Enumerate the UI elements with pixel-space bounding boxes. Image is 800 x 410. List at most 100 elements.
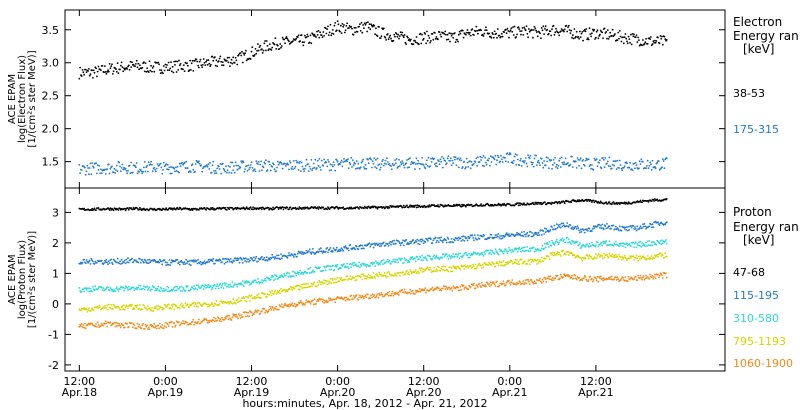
data-point [111,63,113,66]
data-point [98,165,101,167]
data-point [563,30,565,33]
data-point [310,42,313,45]
data-point [260,160,262,163]
data-point [520,258,523,261]
data-point [629,255,631,258]
data-point [461,235,463,238]
data-point [402,36,405,39]
data-point [418,162,420,165]
data-point [408,291,411,294]
data-point [434,37,437,40]
data-point [648,258,651,260]
data-point [587,158,590,161]
data-point [122,308,125,311]
data-point [311,271,313,273]
data-point [651,258,654,260]
data-point [242,52,245,55]
data-point [374,244,376,247]
data-point [174,285,177,288]
data-point [378,163,380,166]
data-point [541,29,544,32]
data-point [263,279,266,282]
data-point [476,266,478,268]
data-point [655,40,658,42]
data-point [398,294,400,296]
data-point [96,305,99,308]
data-point [280,161,282,164]
data-point [283,38,286,41]
data-point [422,259,424,262]
data-point [141,66,144,69]
data-point [287,304,290,306]
data-point [145,166,148,169]
data-point [344,278,347,281]
data-point [176,285,179,288]
data-point [206,164,208,167]
data-point [584,246,587,248]
data-point [164,321,167,324]
data-point [406,259,408,262]
data-point [344,29,347,32]
data-point [149,289,152,292]
data-point [501,237,504,240]
data-point [322,298,325,301]
data-point [94,325,97,328]
data-point [157,305,160,307]
data-point [255,160,258,163]
data-point [131,322,133,324]
data-point [431,258,434,260]
data-point [575,225,577,228]
data-point [606,37,608,40]
data-point [368,276,371,279]
data-point [330,268,333,271]
data-point [284,165,287,167]
data-point [338,250,341,253]
data-point [363,167,366,170]
data-point [129,172,132,175]
data-point [233,313,236,316]
data-point [390,292,393,295]
data-point [327,265,330,267]
data-point [184,302,187,305]
data-point [390,168,393,171]
data-point [351,166,353,168]
data-point [351,262,354,264]
data-point [130,207,133,209]
data-point [352,264,355,267]
data-point [602,37,604,39]
data-point [574,257,576,259]
data-point [472,237,474,239]
data-point [83,207,85,210]
data-point [265,40,268,42]
data-point [534,27,537,30]
data-point [82,288,85,291]
data-point [602,257,604,260]
data-point [509,153,512,156]
data-point [415,157,418,160]
data-point [305,283,308,285]
data-point [337,23,340,26]
data-point [316,298,319,301]
data-point [311,285,313,287]
data-point [78,164,81,166]
data-point [131,303,133,306]
data-point [270,276,273,279]
data-point [461,284,463,286]
data-point [360,247,363,250]
data-point [565,225,568,228]
data-point [451,270,454,273]
data-point [491,32,494,34]
data-point [394,162,397,165]
data-point [198,66,200,69]
data-point [458,289,461,292]
data-point [253,313,255,316]
data-point [595,30,598,33]
data-point [657,160,660,163]
data-point [186,304,188,307]
data-point [493,252,496,255]
data-point [322,282,325,285]
data-point [236,168,239,171]
data-point [618,253,620,256]
data-point [635,246,638,249]
data-point [276,257,279,260]
